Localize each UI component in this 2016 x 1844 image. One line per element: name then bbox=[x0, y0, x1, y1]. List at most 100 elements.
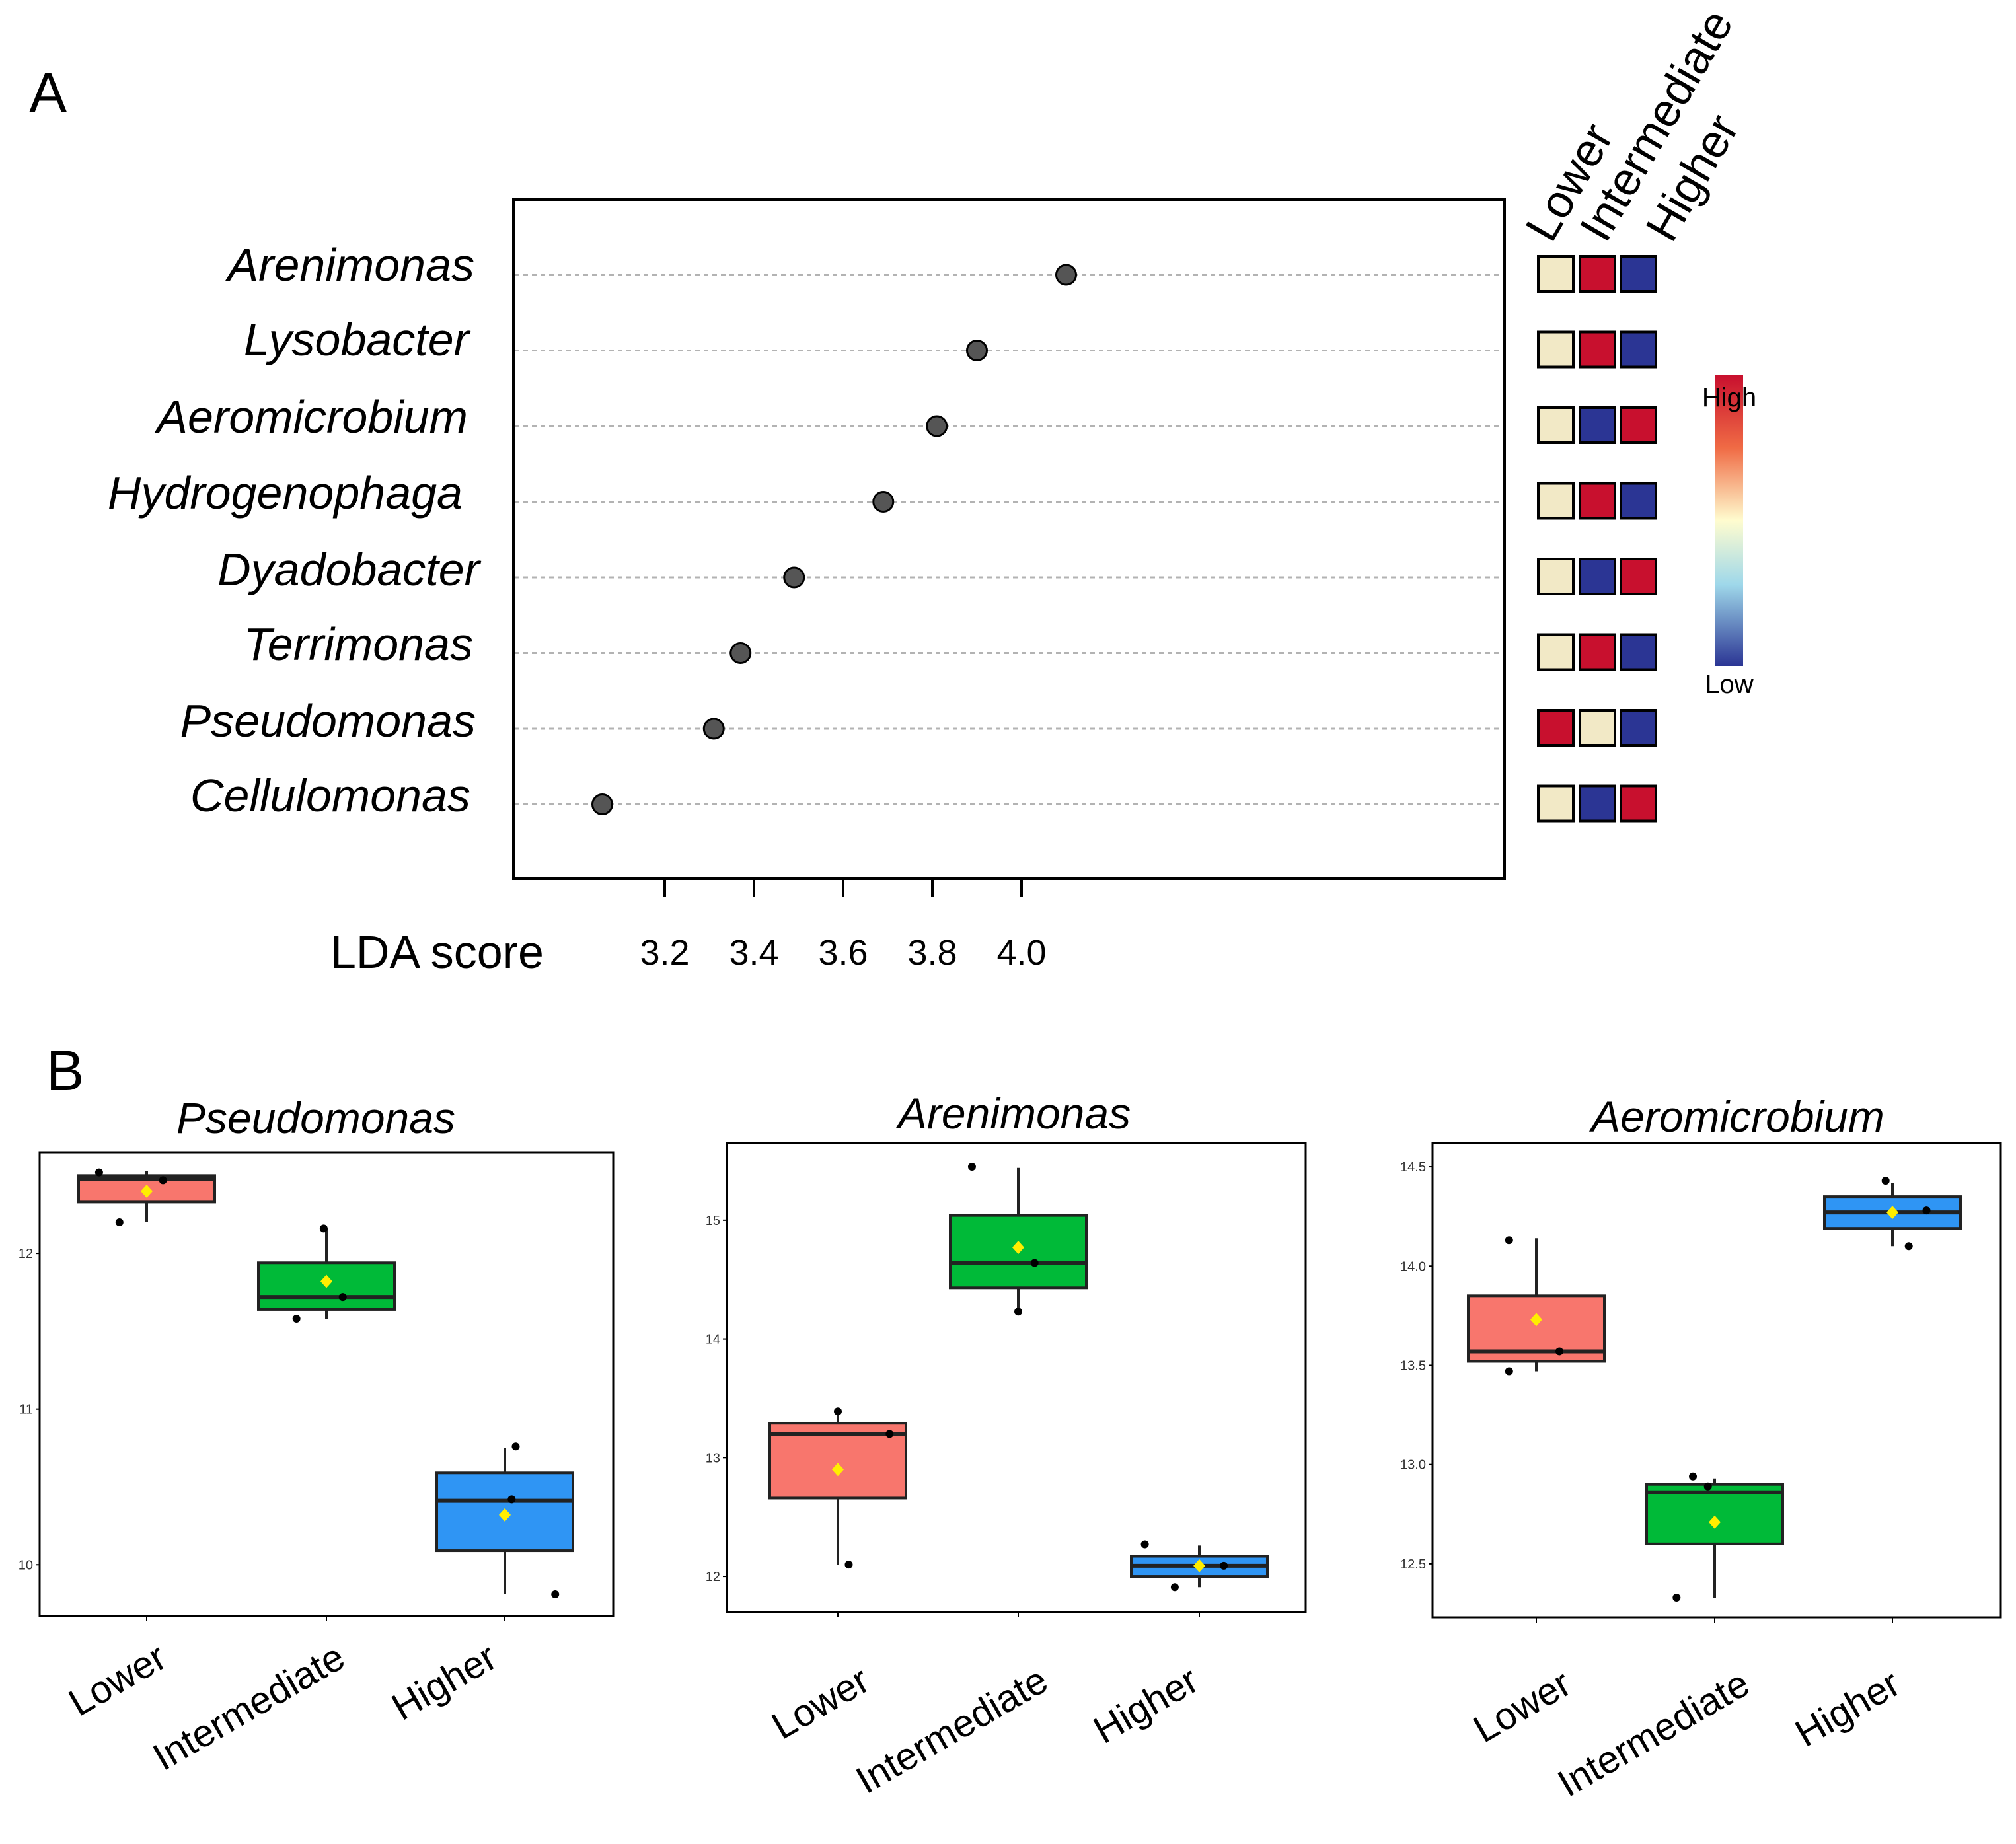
data-point-intermediate bbox=[319, 1224, 328, 1233]
heat-legend-high-label: High bbox=[1702, 383, 1756, 412]
lda-axis-ticks: 3.2 3.4 3.6 3.8 4.0 bbox=[640, 879, 1047, 973]
heatmap-cell-aeromicrobium-intermediate bbox=[1579, 406, 1616, 444]
y-tick-label: 10 bbox=[19, 1558, 33, 1572]
box-plot-frame bbox=[726, 1142, 1307, 1613]
box-intermediate bbox=[1645, 1483, 1784, 1545]
data-point-higher bbox=[507, 1495, 516, 1504]
data-point-lower bbox=[115, 1218, 124, 1227]
data-point-intermediate bbox=[338, 1293, 347, 1302]
heatmap-cell-cellulomonas-higher bbox=[1620, 784, 1657, 823]
lda-tick-label: 3.6 bbox=[818, 933, 868, 973]
taxon-label-terrimonas: Terrimonas bbox=[243, 618, 473, 670]
mean-marker-lower bbox=[141, 1184, 153, 1198]
box-plot-marks: 10 11 12 bbox=[19, 1168, 574, 1621]
data-point-intermediate bbox=[1703, 1482, 1712, 1491]
heatmap-cell-arenimonas-intermediate bbox=[1579, 255, 1616, 293]
lda-point-lysobacter bbox=[966, 340, 988, 361]
heatmap-cell-terrimonas-higher bbox=[1620, 633, 1657, 671]
group-label-higher: Higher bbox=[1086, 1658, 1205, 1752]
y-tick-label: 14.5 bbox=[1400, 1160, 1426, 1175]
heatmap-cell-arenimonas-lower bbox=[1537, 255, 1575, 293]
data-point-higher bbox=[511, 1442, 520, 1451]
data-point-intermediate bbox=[1689, 1472, 1698, 1481]
box-plot-aeromicrobium: Aeromicrobium 12.5 13.0 13.5 14.0 14.5 Lower… bbox=[1400, 1092, 2002, 1805]
data-point-lower bbox=[1555, 1347, 1564, 1356]
heatmap-cell-cellulomonas-intermediate bbox=[1579, 784, 1616, 823]
heatmap-cell-lysobacter-lower bbox=[1537, 330, 1575, 369]
box-plot-arenimonas: Arenimonas 12 13 14 15 Lower Intermediate H… bbox=[706, 1089, 1307, 1802]
y-tick-label: 12 bbox=[19, 1247, 33, 1261]
data-point-higher bbox=[1881, 1177, 1890, 1185]
box-plot-title: Pseudomonas bbox=[176, 1093, 455, 1142]
box-plot-group-labels: Lower Intermediate Higher bbox=[1466, 1662, 1907, 1805]
data-point-intermediate bbox=[1030, 1259, 1039, 1267]
heatmap-cell-pseudomonas-intermediate bbox=[1579, 709, 1616, 747]
data-point-higher bbox=[551, 1590, 560, 1599]
box-plot-title: Aeromicrobium bbox=[1588, 1092, 1885, 1141]
mean-marker-lower bbox=[832, 1463, 844, 1477]
group-label-lower: Lower bbox=[1466, 1662, 1578, 1751]
lda-axis-title: LDA score bbox=[330, 926, 544, 978]
box-plot-group-labels: Lower Intermediate Higher bbox=[765, 1658, 1205, 1802]
lda-point-cellulomonas bbox=[591, 793, 613, 815]
data-point-lower bbox=[1505, 1236, 1513, 1245]
heatmap-cell-aeromicrobium-higher bbox=[1620, 406, 1657, 444]
heatmap-cell-pseudomonas-lower bbox=[1537, 709, 1575, 747]
lda-point-hydrogenophaga bbox=[872, 491, 895, 513]
mean-marker-intermediate bbox=[1012, 1241, 1024, 1255]
mean-marker-higher bbox=[1886, 1206, 1898, 1220]
heatmap-cell-hydrogenophaga-intermediate bbox=[1579, 482, 1616, 520]
y-tick-label: 14.0 bbox=[1400, 1259, 1426, 1274]
data-point-higher bbox=[1220, 1561, 1228, 1570]
taxon-label-lysobacter: Lysobacter bbox=[244, 314, 471, 365]
box-plot-marks: 12.5 13.0 13.5 14.0 14.5 bbox=[1400, 1160, 1962, 1623]
data-point-lower bbox=[834, 1407, 842, 1416]
lda-plot-frame bbox=[512, 198, 1506, 880]
panel-a: A Arenimonas Lysobacter Aeromicrobium Hy… bbox=[29, 1, 1756, 978]
data-point-higher bbox=[1140, 1540, 1149, 1549]
data-point-intermediate bbox=[292, 1315, 301, 1323]
data-point-intermediate bbox=[1672, 1593, 1681, 1602]
heatmap-cell-dyadobacter-higher bbox=[1620, 558, 1657, 595]
y-tick-label: 14 bbox=[706, 1333, 720, 1347]
heatmap-column-labels: Lower Intermediate Higher bbox=[1515, 1, 1748, 250]
lda-tick-label: 4.0 bbox=[996, 933, 1046, 973]
mean-marker-higher bbox=[499, 1508, 511, 1522]
data-point-lower bbox=[1505, 1367, 1513, 1376]
box-plot-marks: 12 13 14 15 bbox=[706, 1162, 1269, 1617]
lda-tick-label: 3.2 bbox=[640, 933, 689, 973]
y-tick-label: 11 bbox=[19, 1403, 33, 1417]
group-label-higher: Higher bbox=[1788, 1662, 1907, 1755]
group-label-lower: Lower bbox=[765, 1658, 876, 1748]
group-label-intermediate: Intermediate bbox=[146, 1635, 352, 1779]
heatmap-cell-terrimonas-lower bbox=[1537, 633, 1575, 671]
y-tick-label: 15 bbox=[706, 1214, 720, 1228]
heatmap-cell-aeromicrobium-lower bbox=[1537, 406, 1575, 444]
data-point-lower bbox=[94, 1168, 103, 1177]
mean-marker-intermediate bbox=[320, 1274, 332, 1288]
taxon-labels: Arenimonas Lysobacter Aeromicrobium Hydr… bbox=[108, 239, 482, 821]
taxon-label-aeromicrobium: Aeromicrobium bbox=[154, 391, 468, 443]
box-intermediate bbox=[949, 1214, 1088, 1290]
group-label-higher: Higher bbox=[385, 1635, 504, 1729]
panel-b: B Pseudomonas 10 11 12 Lower Intermediate … bbox=[19, 1039, 2002, 1805]
heatmap-cell-terrimonas-intermediate bbox=[1579, 633, 1616, 671]
heatmap-cell-hydrogenophaga-lower bbox=[1537, 482, 1575, 520]
data-point-higher bbox=[1170, 1583, 1179, 1592]
y-tick-label: 13 bbox=[706, 1451, 720, 1465]
taxon-label-dyadobacter: Dyadobacter bbox=[217, 544, 482, 595]
heatmap-cell-dyadobacter-intermediate bbox=[1579, 558, 1616, 595]
y-tick-label: 12.5 bbox=[1400, 1557, 1426, 1572]
data-point-lower bbox=[885, 1430, 894, 1438]
taxon-label-pseudomonas: Pseudomonas bbox=[180, 695, 476, 747]
heat-color-bar bbox=[1715, 375, 1743, 666]
lda-tick-label: 3.4 bbox=[729, 933, 778, 973]
group-label-intermediate: Intermediate bbox=[849, 1658, 1055, 1802]
group-label-intermediate: Intermediate bbox=[1551, 1662, 1757, 1805]
panel-b-letter: B bbox=[46, 1039, 84, 1103]
lda-point-pseudomonas bbox=[702, 718, 725, 740]
lda-point-terrimonas bbox=[729, 642, 752, 664]
panel-a-letter: A bbox=[29, 61, 67, 125]
heatmap-cell-lysobacter-higher bbox=[1620, 330, 1657, 369]
